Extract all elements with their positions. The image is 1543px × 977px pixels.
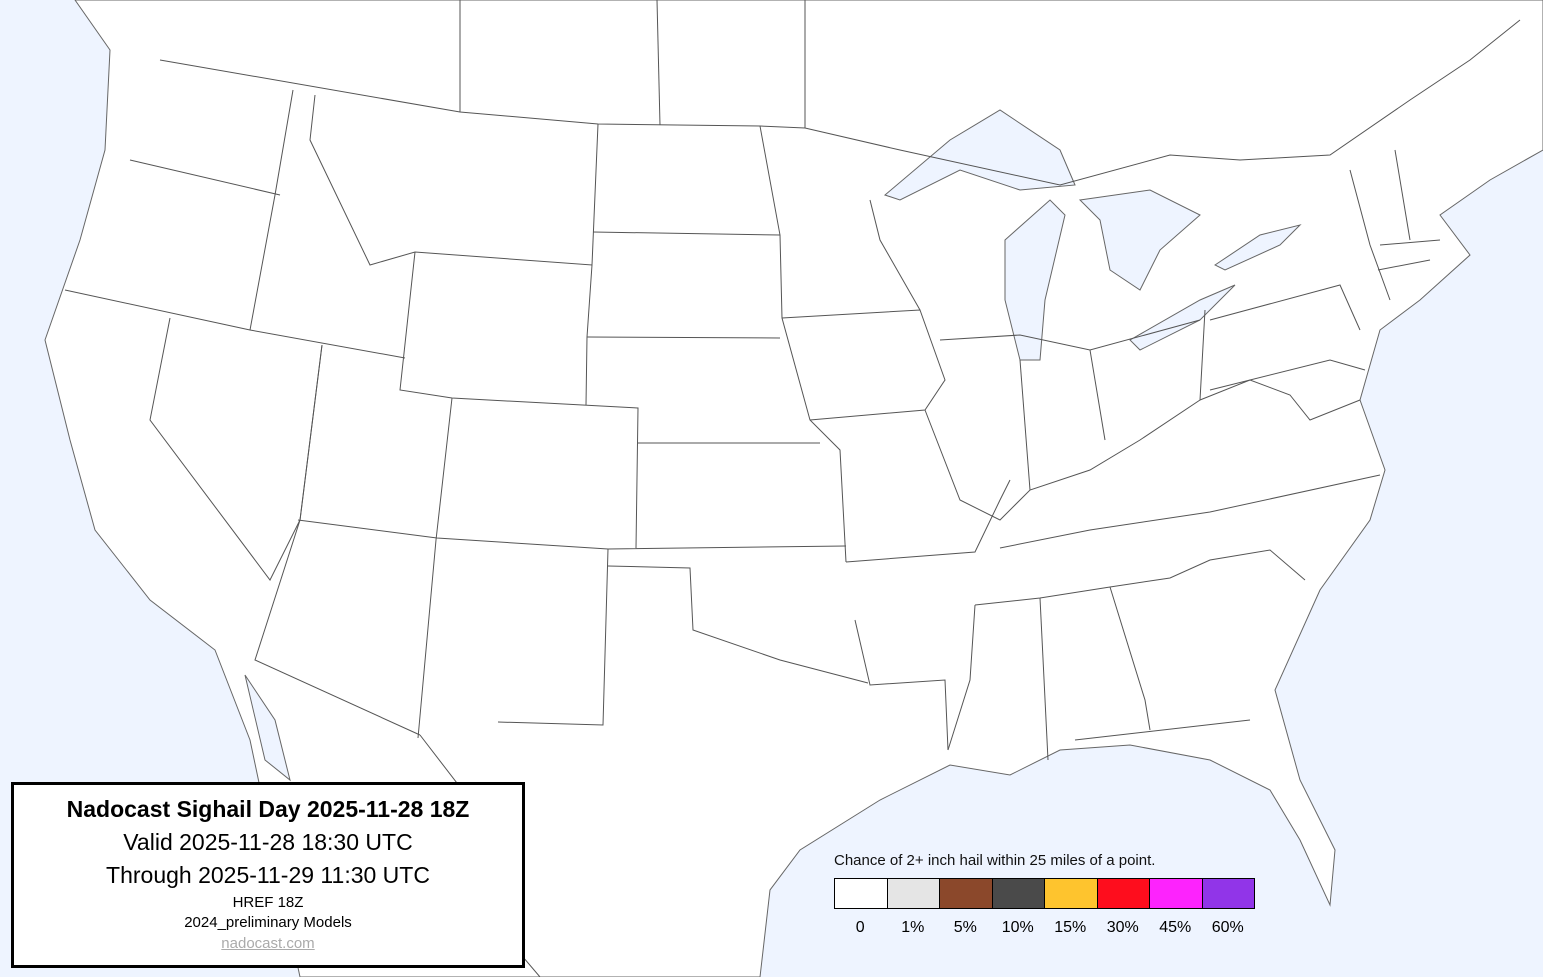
legend-swatch bbox=[1202, 879, 1254, 908]
valid-time: Valid 2025-11-28 18:30 UTC bbox=[123, 829, 413, 855]
great-lakes bbox=[244, 109, 1302, 782]
legend-color-bar bbox=[834, 878, 1255, 909]
legend-swatch bbox=[940, 879, 993, 908]
land bbox=[44, 0, 1543, 977]
legend-label: 1% bbox=[901, 919, 925, 936]
legend-label: 30% bbox=[1106, 919, 1139, 936]
model-set: 2024_preliminary Models bbox=[184, 914, 352, 931]
legend-label: 15% bbox=[1054, 919, 1087, 936]
through-time: Through 2025-11-29 11:30 UTC bbox=[106, 862, 430, 888]
legend-swatch bbox=[1097, 879, 1150, 908]
nadocast-link[interactable]: nadocast.com bbox=[221, 935, 315, 952]
legend-swatch bbox=[1045, 879, 1098, 908]
legend-labels: 0 1% 5% 10% 15% 30% 45% 60% bbox=[834, 919, 1254, 937]
model-run: HREF 18Z bbox=[232, 894, 304, 911]
legend-swatch bbox=[1150, 879, 1203, 908]
forecast-info-box: Nadocast Sighail Day 2025-11-28 18Z Vali… bbox=[11, 782, 525, 968]
legend-label: 0 bbox=[855, 919, 865, 936]
legend-swatch bbox=[835, 879, 888, 908]
legend-label: 60% bbox=[1211, 919, 1244, 936]
legend-label: 10% bbox=[1001, 919, 1034, 936]
legend-label: 45% bbox=[1159, 919, 1192, 936]
forecast-title: Nadocast Sighail Day 2025-11-28 18Z bbox=[66, 796, 470, 822]
legend-label: 5% bbox=[953, 919, 977, 936]
legend-swatch bbox=[992, 879, 1045, 908]
legend-caption: Chance of 2+ inch hail within 25 miles o… bbox=[834, 852, 1156, 869]
state-borders bbox=[64, 0, 1521, 977]
legend: Chance of 2+ inch hail within 25 miles o… bbox=[834, 852, 1255, 937]
legend-swatch bbox=[887, 879, 940, 908]
